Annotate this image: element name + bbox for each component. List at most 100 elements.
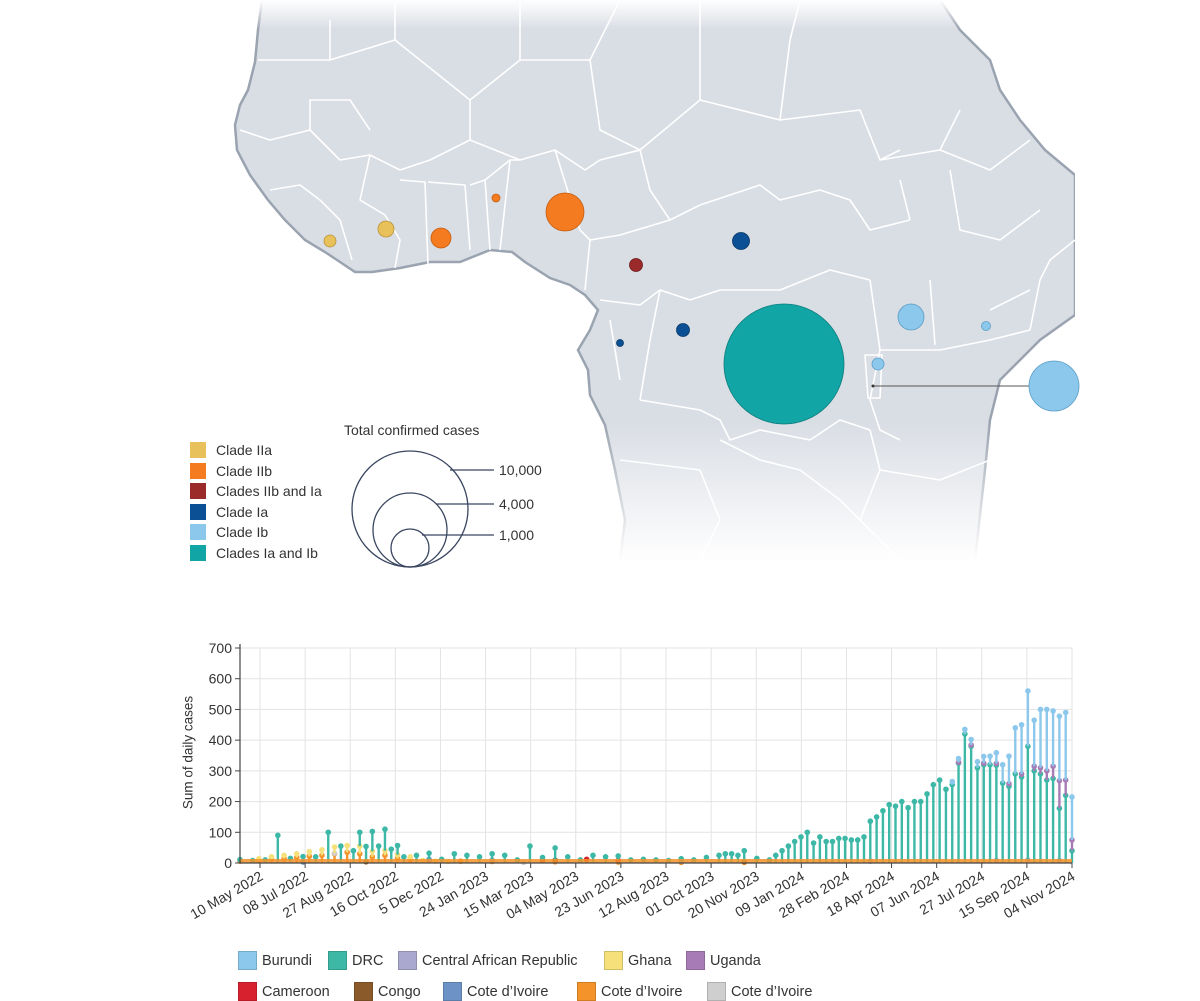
bar-drc-cap [590,852,596,859]
size-circle-1000 [390,528,430,568]
size-legend-circles [351,450,494,568]
bar-drc-cap [375,843,382,849]
country-swatch [604,951,623,970]
bar-burundi-cap [1018,721,1025,728]
bar-burundi-cap [1069,794,1075,800]
bar-ghana-cap [319,846,325,853]
bar-drc-cap [602,854,609,860]
bar-drc-cap [873,814,880,820]
bar-burundi-cap [1050,708,1056,714]
country-label: DRC [352,952,384,969]
bar-drc-cap [936,777,943,783]
y-tick-label: 600 [209,671,233,687]
bubble-clade-ib-burundi [1028,360,1080,412]
bar-burundi-cap [974,758,981,765]
bar-drc-cap [987,761,993,768]
bar-drc-cap [338,843,344,849]
y-tick-label: 400 [209,732,233,748]
bubble-clade-iia-small [323,234,337,248]
y-tick-label: 200 [209,794,233,810]
bar-uganda-cap [1062,777,1069,783]
clade-label: Clade IIb [216,462,273,479]
bar-burundi-cap [1031,717,1037,723]
chart-yticks: 0 100 200 300 400 500 600 700 [209,640,240,871]
y-tick-label: 300 [209,763,233,779]
y-tick-label: 500 [209,701,233,717]
bar-drc-cap [930,781,937,788]
bar-burundi-cap [999,761,1006,768]
bar-drc-cap [817,834,823,840]
bubble-clade-ib [897,303,925,331]
bar-burundi-cap [949,778,956,785]
bar-drc-cap [489,850,495,857]
clade-legend-item: Clades IIb and Ia [190,482,322,500]
y-axis-label: Sum of daily cases [180,695,196,810]
bar-burundi-cap [1056,713,1063,719]
bar-drc-cap [413,852,420,859]
size-label-4000: 4,000 [499,496,535,512]
country-legend-item: DRC [328,951,383,970]
clade-swatch [190,442,206,458]
map-fade-top [200,0,1075,30]
bubble-clade-ib-small [981,321,991,331]
africa-map [200,0,1080,568]
bar-ghana-cap [394,851,401,858]
clade-label: Clade Ib [216,524,269,541]
bar-cote-d-ivoire-cap [319,852,325,859]
bar-drc-cap [861,834,867,840]
bubble-clades-ia-ib [723,303,845,425]
bar-drc-cap [867,818,874,825]
bar-drc-cap [880,807,886,814]
bar-drc-cap [401,854,407,860]
country-swatch [443,982,462,1001]
bar-burundi-cap [993,749,1000,756]
clade-legend-item: Clades Ia and Ib [190,544,318,562]
bar-ghana-cap [356,843,363,849]
country-label: Central African Republic [422,952,578,969]
bubble-clade-ib-rwanda [871,357,885,371]
bar-ghana-cap [407,854,413,860]
bar-drc-cap [785,843,792,849]
bar-drc-cap [476,854,483,860]
bubble-clade-ia-3 [616,339,624,347]
bar-drc-cap [1043,777,1050,783]
size-legend-title: Total confirmed cases [344,422,480,438]
bar-burundi-cap [1037,706,1044,713]
bar-drc-cap [779,847,785,854]
bar-drc-cap [539,854,546,861]
country-legend-item: Ghana [604,951,672,970]
size-label-10000: 10,000 [499,462,542,478]
bar-drc-cap [911,798,918,805]
bar-drc-cap [1062,792,1069,799]
bar-drc-cap [798,834,804,840]
country-swatch [354,982,373,1001]
bar-drc-cap [564,854,571,860]
bar-drc-cap [791,838,798,845]
map-bubbles [323,192,1080,425]
y-tick-label: 0 [224,855,232,871]
clade-legend-item: Clade IIa [190,441,272,459]
bar-drc-cap [350,847,357,854]
clade-legend-item: Clade Ib [190,523,268,541]
bar-drc-cap [394,842,401,849]
bubble-clade-iib [430,227,452,249]
bar-drc-cap [772,852,779,859]
clade-label: Clades IIb and Ia [216,483,322,500]
clade-legend-item: Clade Ia [190,503,268,521]
bubble-clades-iib-ia [629,258,643,272]
bar-drc-cap [382,826,388,833]
clade-swatch [190,462,206,479]
country-legend-item: Burundi [238,951,312,970]
bar-uganda-cap [980,760,987,766]
country-label: Cameroon [262,983,330,1000]
clade-swatch [190,483,206,500]
bar-drc-cap [1031,768,1037,774]
clade-swatch [190,503,206,520]
bubble-clade-iib-large [545,192,585,232]
bar-cote-d-ivoire-cap [331,850,338,856]
bar-burundi-cap [962,726,968,733]
bar-drc-cap [886,801,893,808]
bar-drc-cap [615,853,621,859]
bar-drc-cap [312,854,319,860]
